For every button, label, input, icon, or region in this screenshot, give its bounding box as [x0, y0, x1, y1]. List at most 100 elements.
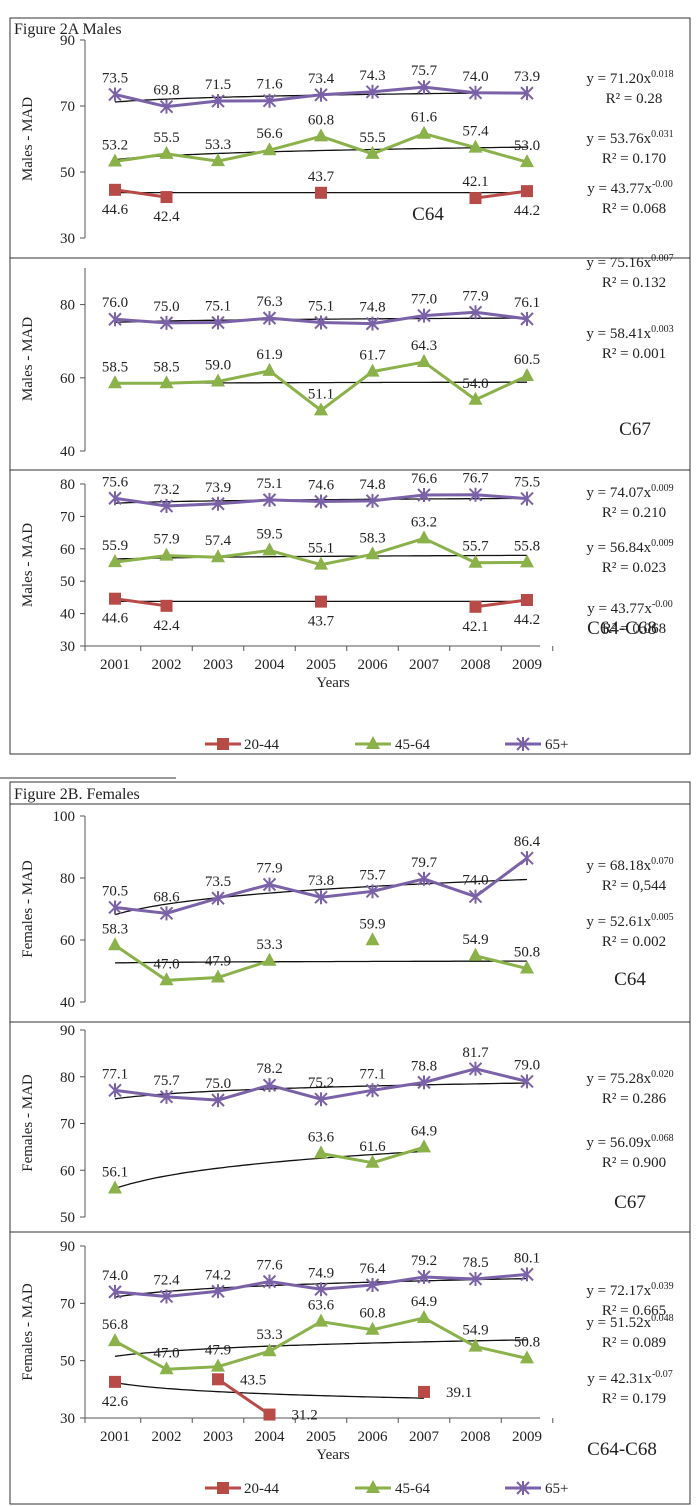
panel-frame	[9, 469, 691, 755]
data-point	[262, 1343, 277, 1357]
data-point	[211, 373, 225, 387]
data-label: 60.8	[308, 112, 334, 128]
data-label: 61.6	[359, 1139, 386, 1155]
data-point	[315, 186, 327, 199]
y-tick-label: 70	[60, 509, 75, 525]
data-label: 71.6	[256, 77, 283, 93]
data-label: 74.8	[359, 300, 385, 316]
panel-frame	[9, 1021, 691, 1233]
legend-item-45-64: 45-64	[355, 1480, 430, 1497]
trend-r-squared: R² = 0.179	[602, 1391, 666, 1407]
data-label: 43.7	[308, 614, 335, 630]
equation-base: y = 56.09x	[586, 1135, 651, 1151]
data-point	[469, 192, 482, 205]
data-label: 74.9	[308, 1265, 334, 1281]
data-label: 54.9	[462, 932, 488, 948]
data-point	[520, 960, 534, 974]
legend-label: 45-64	[395, 737, 430, 753]
equation-exponent: 0.020	[651, 1069, 674, 1080]
x-tick-label: 2009	[512, 657, 542, 673]
series-20-44: 44.6 42.4 43.7 42.1 44.2 y = 43.77x-0.00 R² = …	[102, 169, 673, 225]
y-axis-title: Females - MAD	[20, 1074, 36, 1172]
equation-base: y = 74.07x	[586, 485, 651, 501]
y-tick-label: 30	[60, 231, 75, 247]
equation-base: y = 56.84x	[586, 540, 651, 556]
data-label: 31.2	[292, 1408, 318, 1424]
data-point	[365, 145, 380, 159]
equation-base: y = 71.20x	[586, 71, 651, 87]
data-label: 50.8	[514, 945, 540, 961]
data-point	[314, 556, 328, 570]
data-label: 73.5	[102, 70, 128, 86]
equation-exponent: 0.009	[651, 483, 674, 494]
data-point	[365, 884, 380, 899]
data-point	[520, 367, 534, 381]
data-point	[108, 900, 122, 915]
series-65plus: 74.0 72.4 74.2 77.6 74.9 76.4 79.2 78.5 80.1 y = …	[102, 1250, 674, 1319]
data-label: 61.7	[359, 348, 386, 364]
y-axis-title: Females - MAD	[20, 860, 36, 958]
data-point	[262, 1274, 277, 1289]
trend-equation: y = 56.09x0.068	[586, 1133, 673, 1151]
trend-r-squared: R² = 0.132	[602, 275, 666, 291]
series-65plus: 77.1 75.7 75.0 78.2 75.2 77.1 78.8 81.7 79.0 y = …	[102, 1045, 674, 1108]
data-label: 54.9	[462, 1323, 488, 1339]
data-label: 73.2	[153, 482, 179, 498]
data-label: 75.1	[205, 299, 231, 315]
data-label: 73.5	[205, 874, 231, 890]
data-point	[262, 93, 277, 108]
data-point	[108, 937, 122, 951]
legend-marker	[516, 1481, 530, 1495]
trend-line	[114, 1150, 425, 1190]
data-label: 53.2	[102, 137, 128, 153]
data-point	[211, 315, 225, 330]
series-45-64: 58.5 58.5 59.0 61.9 51.1 61.7 64.3 54.0 60.5 y = …	[102, 324, 674, 416]
data-point	[365, 546, 380, 560]
legend-marker	[516, 737, 530, 751]
data-label: 74.0	[462, 873, 488, 889]
trend-r-squared: R² = 0.665	[602, 1303, 666, 1319]
data-label: 79.7	[411, 855, 438, 871]
data-point	[417, 1139, 431, 1153]
data-label: 47.9	[205, 954, 231, 970]
trend-r-squared: R² = 0.002	[602, 934, 666, 950]
x-tick-label: 2008	[461, 1429, 491, 1445]
x-tick-label: 2001	[100, 1429, 130, 1445]
series-line	[475, 954, 528, 970]
data-point	[159, 145, 174, 159]
data-label: 71.5	[205, 77, 231, 93]
data-label: 63.6	[308, 1129, 335, 1145]
legend-label: 20-44	[244, 737, 279, 753]
data-point	[108, 312, 122, 327]
data-label: 77.6	[256, 1258, 283, 1274]
series-line	[475, 598, 528, 609]
data-label: 59.0	[205, 357, 231, 373]
legend-label: 45-64	[395, 1481, 430, 1497]
data-label: 55.7	[462, 539, 489, 555]
data-label: 74.3	[359, 68, 385, 84]
panel-label: C64-C68	[587, 1439, 657, 1460]
data-point	[418, 1385, 430, 1398]
data-label: 57.4	[205, 533, 232, 549]
data-point	[520, 1267, 534, 1282]
data-label: 73.9	[205, 480, 231, 496]
data-point	[468, 487, 483, 502]
y-tick-label: 80	[60, 1070, 75, 1086]
data-label: 75.7	[411, 63, 438, 79]
data-label: 77.9	[462, 288, 488, 304]
data-point	[520, 851, 534, 866]
data-label: 55.8	[514, 538, 540, 554]
y-tick-label: 70	[60, 99, 75, 115]
legend-item-20-44: 20-44	[205, 1481, 279, 1497]
y-tick-label: 50	[60, 1210, 75, 1226]
data-point	[109, 1375, 121, 1388]
data-label: 75.7	[359, 867, 386, 883]
data-point	[417, 308, 431, 323]
equation-base: y = 72.17x	[586, 1283, 651, 1299]
data-label: 55.1	[308, 541, 334, 557]
legend-marker	[366, 1480, 380, 1493]
data-label: 75.5	[514, 475, 540, 491]
legend-marker	[217, 738, 229, 750]
